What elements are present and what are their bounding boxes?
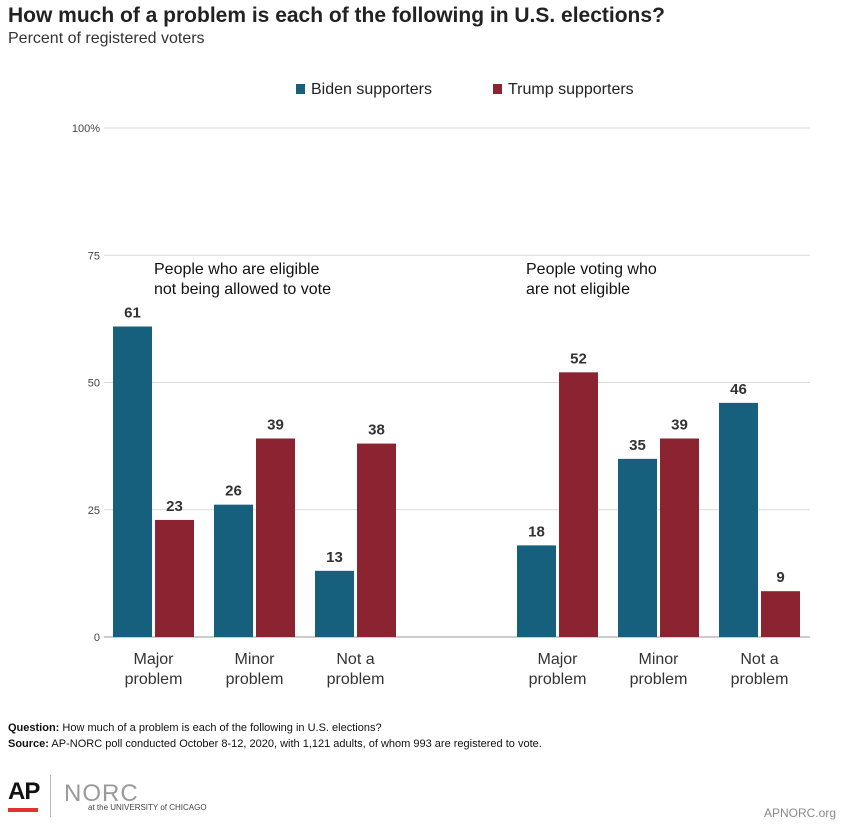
legend-swatch-trump (493, 84, 502, 94)
ap-logo-bar (8, 808, 38, 812)
site-url: APNORC.org (763, 806, 836, 820)
legend-label-biden: Biden supporters (311, 81, 432, 98)
legend-label-trump: Trump supporters (508, 81, 634, 98)
chart-subtitle: Percent of registered voters (8, 30, 205, 47)
x-tick-label: Not a (740, 651, 778, 668)
group-annotation: are not eligible (526, 281, 630, 298)
data-label: 26 (225, 483, 242, 500)
bar-trump (660, 438, 699, 637)
norc-logo-subtitle: at the UNIVERSITY of CHICAGO (88, 803, 207, 812)
data-label: 13 (326, 549, 343, 566)
bar-biden (719, 402, 758, 637)
bar-trump (761, 591, 800, 637)
data-label: 46 (730, 381, 747, 398)
bar-biden (113, 326, 152, 637)
question-text: How much of a problem is each of the fol… (62, 722, 382, 734)
logo-divider (50, 775, 51, 817)
x-tick-label: problem (226, 671, 284, 688)
data-label: 61 (124, 305, 141, 322)
x-tick-label: Minor (638, 651, 679, 668)
bar-trump (559, 372, 598, 637)
x-tick-label: problem (731, 671, 789, 688)
footer-source: Source: AP-NORC poll conducted October 8… (8, 738, 542, 750)
x-tick-label: problem (125, 671, 183, 688)
y-tick-label: 75 (88, 250, 100, 262)
bar-trump (256, 438, 295, 637)
question-label: Question: (8, 722, 60, 734)
group-annotation: People voting who (526, 261, 657, 278)
x-tick-label: Major (133, 651, 174, 668)
y-tick-label: 25 (88, 505, 100, 517)
ap-logo-text: AP (8, 778, 40, 805)
y-tick-label: 50 (88, 378, 100, 390)
bar-trump (155, 519, 194, 637)
data-label: 39 (267, 416, 284, 433)
bar-biden (315, 570, 354, 637)
x-tick-label: problem (630, 671, 688, 688)
data-label: 39 (671, 416, 688, 433)
bar-chart: 0 25 50 75 100% Biden supporters Trump support… (72, 81, 810, 688)
source-text: AP-NORC poll conducted October 8-12, 202… (51, 738, 542, 750)
x-tick-label: problem (529, 671, 587, 688)
norc-logo: NORC (64, 780, 139, 807)
bar-trump (357, 443, 396, 637)
ap-logo: AP (8, 778, 40, 812)
data-label: 23 (166, 498, 183, 515)
x-tick-label: problem (327, 671, 385, 688)
data-label: 35 (629, 437, 646, 454)
x-tick-label: Not a (336, 651, 374, 668)
source-label: Source: (8, 738, 49, 750)
x-tick-label: Minor (234, 651, 275, 668)
bar-biden (214, 504, 253, 637)
data-label: 52 (570, 350, 587, 367)
y-tick-label: 100% (72, 123, 100, 135)
bar-biden (517, 545, 556, 637)
data-label: 9 (776, 569, 784, 586)
legend-swatch-biden (296, 84, 305, 94)
group-annotation: People who are eligible (154, 261, 320, 278)
chart-title: How much of a problem is each of the fol… (8, 4, 665, 27)
group-annotation: not being allowed to vote (154, 281, 331, 298)
y-tick-label: 0 (94, 632, 100, 644)
bar-biden (618, 458, 657, 637)
x-tick-label: Major (537, 651, 578, 668)
footer-question: Question: How much of a problem is each … (8, 722, 382, 734)
data-label: 18 (528, 523, 545, 540)
data-label: 38 (368, 422, 385, 439)
